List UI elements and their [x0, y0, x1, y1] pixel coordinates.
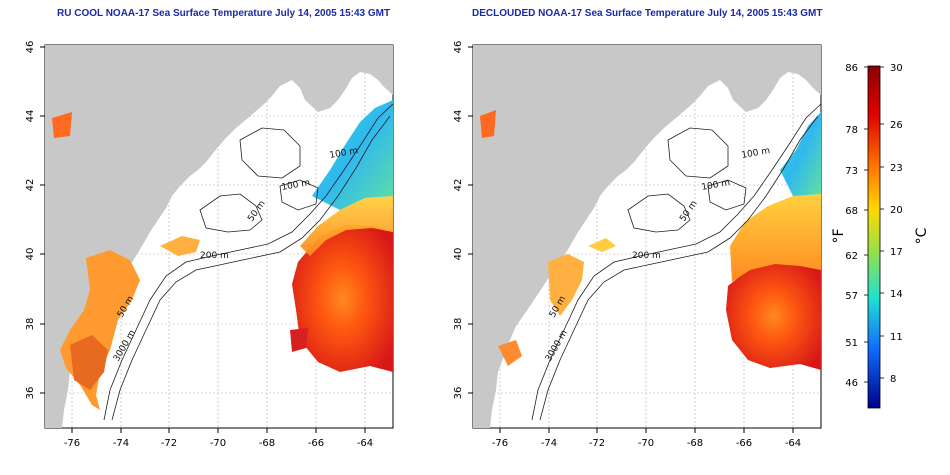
right-map-panel: 100 m 100 m 50 m 200 m 50 m 3000 m -76 -…	[453, 41, 822, 449]
c-tick-label: 26	[890, 120, 903, 131]
f-tick-label: 86	[845, 63, 858, 74]
c-tick-label: 14	[890, 289, 903, 300]
lon-tick-label: -74	[113, 438, 129, 449]
left-bathymetry-contours	[103, 103, 393, 421]
contour-label: 100 m	[329, 146, 359, 161]
lon-tick-label: -76	[64, 438, 80, 449]
left-map-panel: 100 m 100 m 50 m 200 m 50 m 3000 m -76 -…	[25, 41, 394, 449]
contour-label: 100 m	[741, 146, 771, 161]
c-tick-label: 11	[890, 332, 903, 343]
contour-label: 200 m	[200, 251, 229, 261]
right-land-mass	[473, 45, 821, 428]
colorbar-gradient	[867, 65, 881, 409]
lon-tick-label: -76	[492, 438, 508, 449]
lon-tick-label: -64	[785, 438, 801, 449]
lat-tick-label: 40	[25, 248, 36, 261]
lat-tick-label: 36	[453, 387, 464, 400]
right-bathymetry-contours	[531, 103, 821, 421]
colorbar-c-ticks: 30 26 23 20 17 14 11 8	[890, 63, 903, 385]
contour-label: 100 m	[701, 178, 731, 193]
right-sst-patches	[480, 110, 821, 370]
lon-tick-label: -72	[589, 438, 605, 449]
lon-tick-label: -72	[161, 438, 177, 449]
lat-tick-label: 38	[453, 318, 464, 331]
right-map-title: DECLOUDED NOAA-17 Sea Surface Temperatur…	[472, 8, 823, 19]
lat-tick-label: 38	[25, 318, 36, 331]
lat-tick-label: 42	[25, 179, 36, 192]
contour-label: 200 m	[632, 251, 661, 261]
left-sst-patches	[52, 100, 393, 410]
c-tick-label: 8	[890, 374, 896, 385]
lat-tick-label: 36	[25, 387, 36, 400]
lon-tick-label: -74	[541, 438, 557, 449]
lat-tick-label: 46	[453, 41, 464, 54]
contour-label: 100 m	[281, 178, 311, 193]
c-tick-label: 23	[890, 163, 903, 174]
lon-tick-label: -70	[210, 438, 226, 449]
lon-tick-label: -64	[357, 438, 373, 449]
right-lon-tick-labels: -76 -74 -72 -70 -68 -66 -64	[492, 438, 801, 449]
lon-tick-label: -68	[687, 438, 703, 449]
f-tick-label: 51	[845, 338, 858, 349]
lon-tick-label: -66	[736, 438, 752, 449]
lon-tick-label: -68	[259, 438, 275, 449]
f-tick-label: 46	[845, 378, 858, 389]
c-tick-label: 17	[890, 247, 903, 258]
lon-tick-label: -66	[308, 438, 324, 449]
temperature-colorbar: 86 78 73 68 62 57 51 46 30 26 23 20 17 1…	[831, 63, 930, 409]
right-axis-ticks	[468, 46, 794, 433]
colorbar-ticks	[864, 66, 884, 383]
lat-tick-label: 44	[25, 110, 36, 123]
left-map-title: RU COOL NOAA-17 Sea Surface Temperature …	[57, 8, 391, 19]
lat-tick-label: 40	[453, 248, 464, 261]
celsius-label: °C	[914, 227, 930, 244]
c-tick-label: 20	[890, 205, 903, 216]
f-tick-label: 62	[845, 251, 858, 262]
f-tick-label: 57	[845, 291, 858, 302]
lat-tick-label: 44	[453, 110, 464, 123]
fahrenheit-label: °F	[831, 228, 847, 243]
left-lat-tick-labels: 36 38 40 42 44 46	[25, 41, 36, 400]
lat-tick-label: 42	[453, 179, 464, 192]
lat-tick-label: 46	[25, 41, 36, 54]
left-land-mass	[45, 45, 393, 428]
right-lat-tick-labels: 36 38 40 42 44 46	[453, 41, 464, 400]
left-lon-tick-labels: -76 -74 -72 -70 -68 -66 -64	[64, 438, 373, 449]
c-tick-label: 30	[890, 63, 903, 74]
f-tick-label: 68	[845, 206, 858, 217]
left-axis-ticks	[40, 46, 366, 433]
lon-tick-label: -70	[638, 438, 654, 449]
f-tick-label: 78	[845, 125, 858, 136]
colorbar-f-ticks: 86 78 73 68 62 57 51 46	[845, 63, 858, 389]
f-tick-label: 73	[845, 166, 858, 177]
